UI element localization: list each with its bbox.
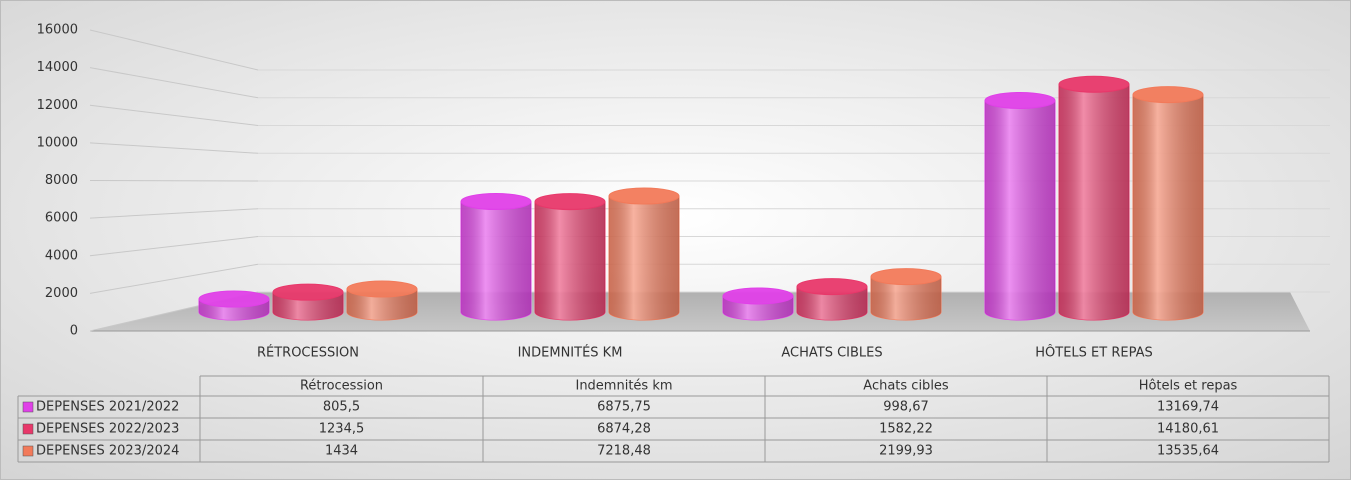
cylinder-shine bbox=[985, 100, 1055, 320]
table-header: Rétrocession bbox=[300, 379, 383, 394]
grid-line-side bbox=[89, 142, 259, 154]
legend-swatch bbox=[22, 445, 34, 457]
legend-swatch bbox=[22, 423, 34, 435]
cylinder-top bbox=[198, 290, 270, 308]
data-table: Rétrocession Indemnités km Achats cibles Hô… bbox=[17, 375, 1330, 463]
cylinder-top bbox=[1132, 86, 1204, 104]
cylinder-top bbox=[870, 268, 942, 286]
x-tick-label: HÔTELS ET REPAS bbox=[1035, 345, 1152, 361]
y-tick-label: 10000 bbox=[37, 135, 78, 150]
table-value: 7218,48 bbox=[597, 444, 651, 459]
table-value: 805,5 bbox=[323, 400, 360, 415]
cylinder-shine bbox=[347, 288, 417, 320]
table-header: Achats cibles bbox=[863, 379, 949, 394]
x-tick-label: ACHATS CIBLES bbox=[781, 346, 882, 361]
x-tick-label: RÉTROCESSION bbox=[257, 345, 359, 361]
legend-swatch bbox=[22, 401, 34, 413]
cylinder-top bbox=[346, 280, 418, 298]
cylinder-shine bbox=[535, 201, 605, 320]
table-value: 1234,5 bbox=[319, 422, 365, 437]
grid-line-side bbox=[89, 180, 259, 182]
table-value: 1434 bbox=[325, 444, 358, 459]
cylinder-top bbox=[534, 193, 606, 211]
y-tick-label: 14000 bbox=[37, 60, 78, 75]
y-tick-label: 12000 bbox=[37, 98, 78, 113]
cylinder-top bbox=[984, 91, 1056, 109]
x-tick-label: INDEMNITÉS KM bbox=[518, 345, 623, 361]
table-value: 14180,61 bbox=[1157, 422, 1219, 437]
grid-line-side bbox=[89, 67, 259, 99]
table-header: Indemnités km bbox=[575, 379, 672, 394]
table-value: 6875,75 bbox=[597, 400, 651, 415]
legend-label: DEPENSES 2022/2023 bbox=[36, 422, 179, 437]
legend-label: DEPENSES 2023/2024 bbox=[36, 444, 179, 459]
cylinder-top bbox=[722, 287, 794, 305]
y-tick-label: 6000 bbox=[45, 211, 78, 226]
cylinder-shine bbox=[1133, 94, 1203, 320]
grid-line-side bbox=[89, 104, 259, 126]
cylinder-top bbox=[272, 283, 344, 301]
grid-line-side bbox=[89, 29, 259, 71]
grid-line-side bbox=[89, 236, 259, 257]
cylinder-shine bbox=[723, 295, 793, 320]
cylinder-top bbox=[460, 193, 532, 211]
table-value: 998,67 bbox=[883, 400, 929, 415]
cylinder-shine bbox=[871, 276, 941, 320]
y-tick-label: 0 bbox=[70, 324, 78, 339]
cylinder-shine bbox=[461, 201, 531, 320]
table-header: Hôtels et repas bbox=[1139, 379, 1238, 394]
y-tick-label: 2000 bbox=[45, 286, 78, 301]
table-value: 2199,93 bbox=[879, 444, 933, 459]
y-tick-label: 4000 bbox=[45, 248, 78, 263]
cylinder-shine bbox=[199, 299, 269, 320]
cylinder-top bbox=[1058, 75, 1130, 93]
legend-label: DEPENSES 2021/2022 bbox=[36, 400, 179, 415]
table-value: 13169,74 bbox=[1157, 400, 1219, 415]
y-tick-label: 16000 bbox=[37, 23, 78, 38]
cylinder-shine bbox=[609, 196, 679, 320]
table-value: 13535,64 bbox=[1157, 444, 1219, 459]
cylinder-top bbox=[608, 187, 680, 205]
table-value: 1582,22 bbox=[879, 422, 933, 437]
cylinder-top bbox=[796, 278, 868, 296]
grid-line-side bbox=[89, 263, 259, 294]
cylinder-shine bbox=[797, 286, 867, 320]
grid-line-side bbox=[89, 208, 259, 219]
y-tick-label: 8000 bbox=[45, 173, 78, 188]
cylinder-shine bbox=[1059, 84, 1129, 320]
table-value: 6874,28 bbox=[597, 422, 651, 437]
